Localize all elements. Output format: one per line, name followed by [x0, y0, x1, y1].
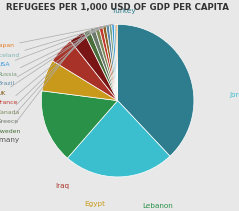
Text: Turkey: Turkey [112, 8, 136, 14]
Wedge shape [90, 28, 118, 101]
Wedge shape [118, 24, 194, 156]
Text: Iraq: Iraq [56, 183, 70, 189]
Wedge shape [42, 61, 118, 101]
Wedge shape [95, 27, 118, 101]
Wedge shape [103, 25, 118, 101]
Text: Sweden: Sweden [0, 32, 85, 134]
Text: Greece: Greece [0, 30, 90, 124]
Text: USA: USA [0, 25, 110, 67]
Text: Lebanon: Lebanon [142, 203, 173, 209]
Text: Russia: Russia [0, 25, 108, 77]
Text: UK: UK [0, 26, 102, 96]
Wedge shape [84, 30, 118, 101]
Text: Jordan: Jordan [230, 92, 239, 97]
Wedge shape [67, 101, 170, 177]
Wedge shape [41, 91, 118, 158]
Text: Japan: Japan [0, 24, 114, 48]
Wedge shape [114, 24, 118, 101]
Title: REFUGEES PER 1,000 USD OF GDP PER CAPITA: REFUGEES PER 1,000 USD OF GDP PER CAPITA [6, 3, 229, 12]
Text: France: France [0, 27, 98, 105]
Wedge shape [106, 25, 118, 101]
Wedge shape [70, 32, 118, 101]
Wedge shape [112, 24, 118, 101]
Text: Egypt: Egypt [84, 201, 105, 207]
Wedge shape [116, 24, 118, 101]
Wedge shape [99, 26, 118, 101]
Text: Canada: Canada [0, 28, 95, 115]
Wedge shape [109, 24, 118, 101]
Text: Germany: Germany [0, 137, 20, 143]
Text: Brazil: Brazil [0, 26, 105, 86]
Wedge shape [53, 41, 118, 101]
Text: Iceland: Iceland [0, 24, 112, 58]
